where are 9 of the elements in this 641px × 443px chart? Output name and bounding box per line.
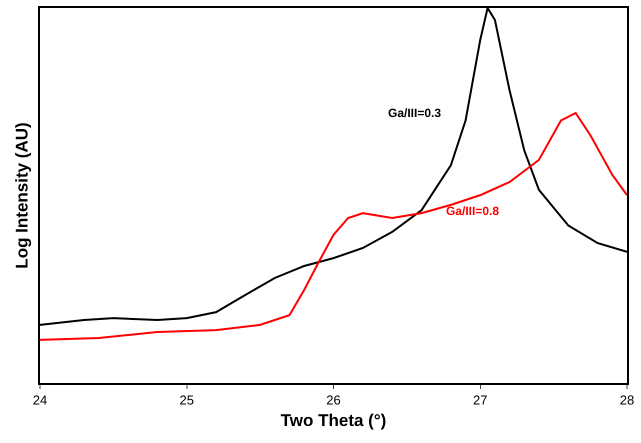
x-tick-label: 25 <box>180 392 194 408</box>
x-tick-label: 26 <box>326 392 341 408</box>
x-tick-label: 27 <box>473 392 488 408</box>
series-label: Ga/III=0.3 <box>388 106 442 120</box>
x-tick-label: 24 <box>32 392 48 408</box>
y-axis-title: Log Intensity (AU) <box>12 122 32 269</box>
x-tick-label: 28 <box>620 392 634 408</box>
series-label: Ga/III=0.8 <box>446 204 500 218</box>
x-axis-title: Two Theta (°) <box>280 411 386 430</box>
